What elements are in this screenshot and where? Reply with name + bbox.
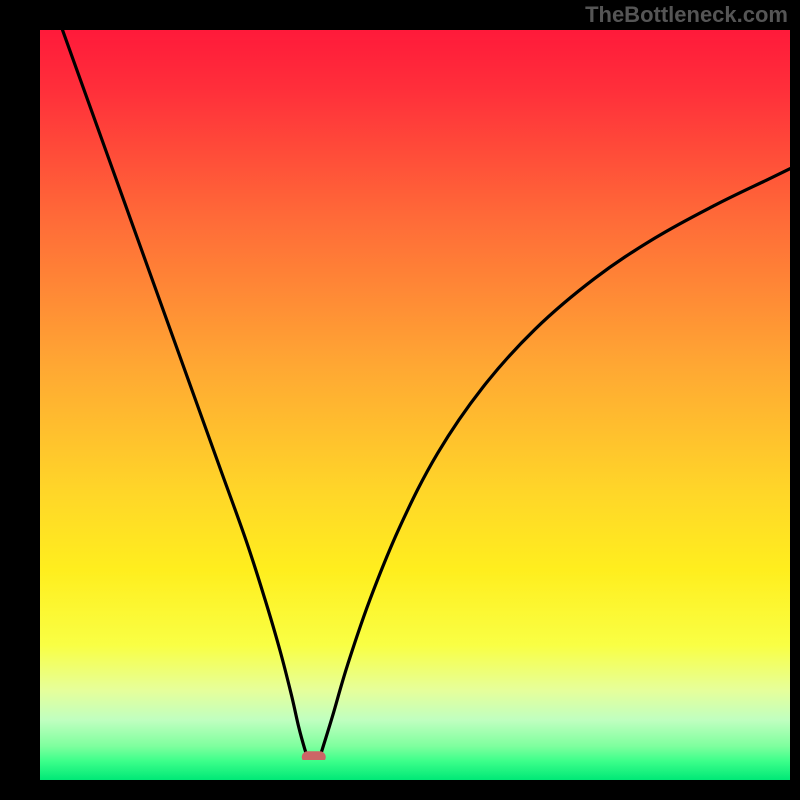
chart-container: TheBottleneck.com: [0, 0, 800, 800]
watermark-text: TheBottleneck.com: [585, 2, 788, 28]
plot-frame: [40, 30, 790, 760]
bottleneck-curve-right: [319, 169, 790, 760]
bottleneck-curve-left: [63, 30, 309, 760]
plot-svg-overlay: [40, 30, 790, 760]
minimum-marker: [302, 751, 326, 760]
